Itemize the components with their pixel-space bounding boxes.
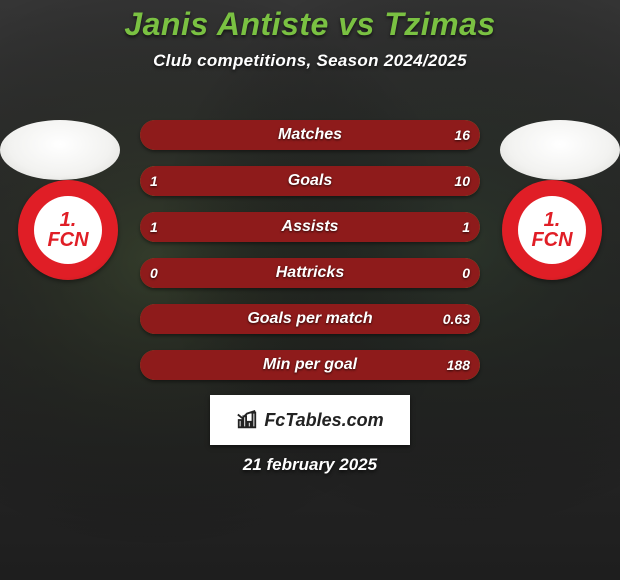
club-badge-right-inner: 1. FCN	[518, 196, 586, 264]
club-badge-left-inner: 1. FCN	[34, 196, 102, 264]
subtitle: Club competitions, Season 2024/2025	[0, 51, 620, 71]
chart-icon	[236, 409, 258, 431]
comparison-bars: Matches16Goals110Assists11Hattricks00Goa…	[140, 120, 480, 396]
club-right-abbr: FCN	[531, 230, 572, 250]
bar-label: Min per goal	[140, 350, 480, 380]
bar-value-right: 0	[462, 258, 470, 288]
bar-value-right: 0.63	[443, 304, 470, 334]
page-title: Janis Antiste vs Tzimas	[0, 6, 620, 43]
bar-label: Assists	[140, 212, 480, 242]
bar-row: Min per goal188	[140, 350, 480, 380]
bar-label: Matches	[140, 120, 480, 150]
bar-value-left: 1	[150, 212, 158, 242]
bar-label: Hattricks	[140, 258, 480, 288]
content: Janis Antiste vs Tzimas Club competition…	[0, 0, 620, 580]
club-left-number: 1.	[60, 210, 77, 230]
bar-row: Goals1 10	[140, 166, 480, 196]
bar-value-left: 1	[150, 166, 158, 196]
club-badge-right: 1. FCN	[502, 180, 602, 280]
bar-value-left: 0	[150, 258, 158, 288]
bar-row: Assists1 1	[140, 212, 480, 242]
avatar-right	[500, 120, 620, 180]
bar-row: Matches16	[140, 120, 480, 150]
bar-value-right: 16	[454, 120, 470, 150]
avatar-left	[0, 120, 120, 180]
bar-row: Hattricks0 0	[140, 258, 480, 288]
date-text: 21 february 2025	[0, 455, 620, 475]
club-right-number: 1.	[544, 210, 561, 230]
bar-value-right: 1	[462, 212, 470, 242]
club-left-abbr: FCN	[47, 230, 88, 250]
brand-box: FcTables.com	[210, 395, 410, 445]
bar-value-right: 10	[454, 166, 470, 196]
bar-label: Goals per match	[140, 304, 480, 334]
bar-value-right: 188	[447, 350, 470, 380]
brand-text: FcTables.com	[264, 410, 383, 431]
bar-label: Goals	[140, 166, 480, 196]
club-badge-left: 1. FCN	[18, 180, 118, 280]
bar-row: Goals per match0.63	[140, 304, 480, 334]
